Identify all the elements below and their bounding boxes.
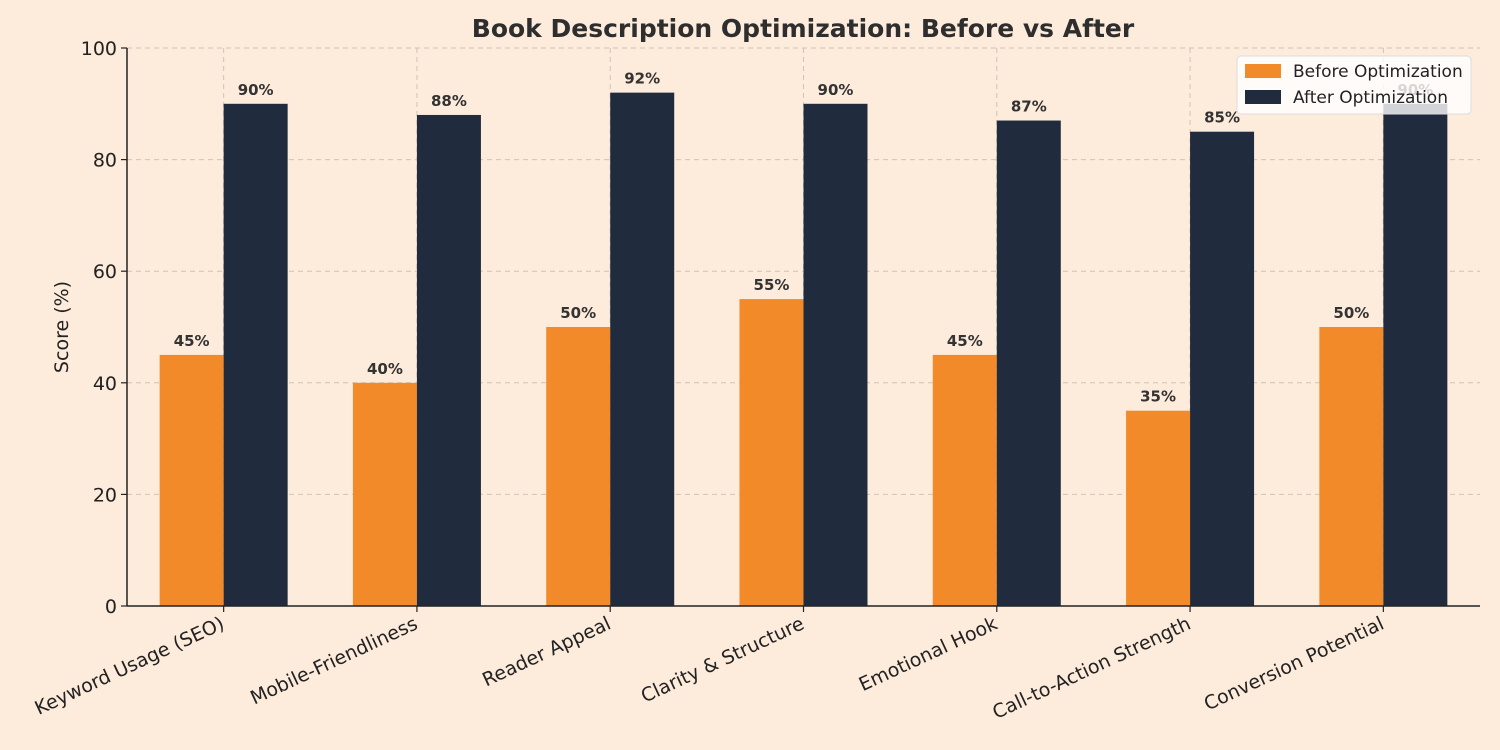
bar (932, 354, 997, 606)
bar-value-label: 55% (754, 276, 790, 294)
y-tick-label: 0 (105, 596, 117, 618)
bar (1190, 131, 1255, 606)
y-tick-label: 40 (93, 373, 117, 395)
bar-value-label: 90% (818, 81, 854, 99)
bar (416, 114, 481, 607)
y-tick-label: 20 (93, 484, 117, 506)
bar (996, 120, 1061, 606)
legend-swatch (1245, 90, 1281, 104)
bar (1126, 410, 1191, 606)
bar-value-label: 88% (431, 92, 467, 110)
bar-value-label: 35% (1140, 388, 1176, 406)
bar (352, 382, 417, 606)
bar-value-label: 45% (174, 332, 210, 350)
bar (610, 92, 675, 606)
bar (1319, 327, 1384, 606)
legend: Before Optimization After Optimization (1236, 55, 1472, 115)
bar (223, 103, 288, 607)
y-axis-label: Score (%) (51, 281, 73, 373)
bar-value-label: 50% (1333, 304, 1369, 322)
bar-value-label: 45% (947, 332, 983, 350)
bar (159, 354, 224, 606)
y-tick-label: 80 (93, 150, 117, 172)
bar-value-label: 85% (1204, 109, 1240, 127)
bar-value-label: 50% (560, 304, 596, 322)
bars (159, 92, 1448, 607)
bar-value-label: 40% (367, 360, 403, 378)
y-tick-label: 60 (93, 261, 117, 283)
bar (1383, 103, 1448, 607)
legend-swatch (1245, 64, 1281, 78)
bar (803, 103, 868, 607)
bar (739, 299, 804, 606)
chart-title: Book Description Optimization: Before vs… (472, 14, 1135, 43)
y-tick-label: 100 (81, 38, 117, 60)
bar-value-label: 92% (624, 70, 660, 88)
legend-label: Before Optimization (1293, 62, 1463, 82)
legend-box (1236, 55, 1472, 115)
legend-label: After Optimization (1293, 88, 1448, 108)
bar-value-label: 87% (1011, 98, 1047, 116)
bar (546, 327, 611, 606)
bar-value-label: 90% (238, 81, 274, 99)
